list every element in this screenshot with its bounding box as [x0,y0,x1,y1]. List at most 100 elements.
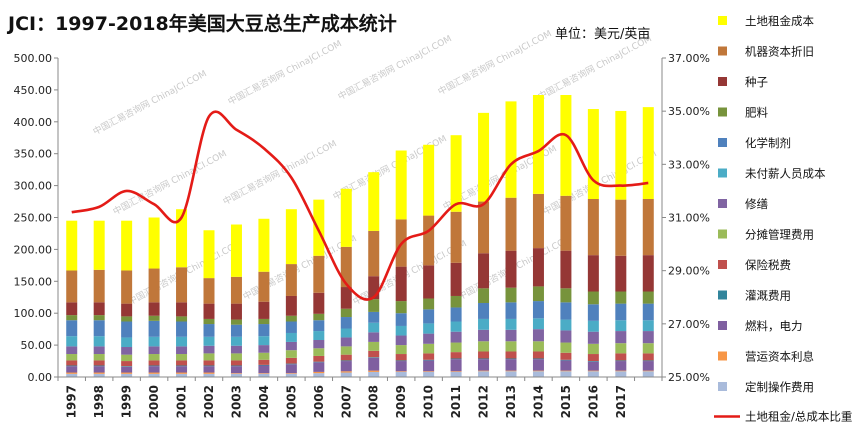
bar-segment [395,313,407,326]
bar-segment [285,295,297,316]
watermark-text: 中国汇易咨询网 ChinaJCI.COM [541,147,659,217]
legend-swatch [718,77,727,86]
bar-segment [642,291,654,304]
bar-segment [230,345,242,354]
bar-segment [313,255,325,293]
bar-segment [203,230,215,279]
bar-segment [313,331,325,340]
bar-segment [230,336,242,346]
bar-segment [313,320,325,332]
bar-segment [450,321,462,332]
bar-segment [587,255,599,292]
bar-segment [642,320,654,332]
bar-segment [423,333,435,344]
unit-label: 单位：美元/英亩 [555,26,650,42]
bar-segment [450,359,462,372]
bar-segment [395,266,407,302]
bar-segment [423,144,435,216]
ratio-line [71,110,649,301]
watermark-text: 中国汇易咨询网 ChinaJCI.COM [91,67,209,137]
bar-segment [423,323,435,334]
bar-segment [203,360,215,366]
bar-segment [258,373,270,374]
bar-segment [560,95,572,196]
bar-segment [532,318,544,330]
bar-segment [285,350,297,358]
bar-segment [450,211,462,263]
legend-swatch [718,290,727,300]
bar-segment [587,361,599,362]
bar-segment [587,291,599,305]
bar-segment [642,107,654,199]
x-axis-tick-label: 2001 [175,385,189,418]
left-axis-tick-label: 0.00 [28,371,53,384]
x-axis-tick-label: 2005 [284,385,298,418]
bar-segment [423,359,435,361]
legend-swatch [718,260,727,269]
bar-segment [423,371,435,377]
bar-segment [176,354,188,361]
x-axis-tick-label: 2011 [449,385,463,418]
x-axis-tick-label: 1998 [92,385,106,418]
bar-segment [203,336,215,346]
x-axis-tick-label: 2008 [367,385,381,418]
bar-segment [615,370,627,372]
bar-segment [560,342,572,353]
bar-segment [368,299,380,312]
legend: 土地租金成本机器资本折旧种子肥料化学制剂未付薪人员成本修缮分摊管理费用保险税费灌… [714,14,852,424]
bar-segment [313,199,325,256]
bar-segment [258,359,270,365]
bar-segment [176,360,188,366]
legend-swatch [718,138,727,147]
bar-segment [93,302,105,316]
right-axis-tick-label: 35.00% [668,105,710,118]
bar-segment [285,321,297,333]
bar-segment [423,298,435,310]
bar-segment [121,303,133,317]
bar-segment [615,255,627,292]
bar-segment [203,318,215,325]
bar-segment [560,302,572,320]
x-axis-tick-label: 2002 [202,385,216,418]
bar-segment [93,336,105,347]
bar-segment [368,357,380,371]
bar-segment [532,286,544,302]
bar-segment [148,354,160,361]
bar-segment [560,359,572,361]
x-axis-tick-label: 2007 [339,385,353,418]
bar-segment [258,301,270,319]
bar-segment [478,359,490,371]
bar-segment [423,371,435,372]
bar-segment [615,303,627,321]
axes: 0.00 50.00 100.00 150.00 200.00 250.00 300.00 3… [14,52,710,418]
bar-segment [532,370,544,372]
bar-segment [532,95,544,194]
bar-segment [340,308,352,318]
bar-segment [368,276,380,300]
bar-segment [505,197,517,251]
bar-segment [176,365,188,367]
bar-segment [340,360,352,362]
bar-segment [258,324,270,337]
legend-label: 燃料，电力 [745,319,803,333]
bar-segment [450,307,462,322]
legend-label: 未付薪人员成本 [745,167,826,181]
bar-segment [258,364,270,366]
bar-segment [450,358,462,360]
bar-segment [560,250,572,289]
bar-segment [395,371,407,372]
bar-segment [615,110,627,200]
bar-segment [340,328,352,338]
left-axis-tick-label: 100.00 [14,307,53,320]
right-axis-tick-label: 37.00% [668,52,710,65]
bar-segment [560,371,572,377]
bar-segment [93,220,105,270]
bar-segment [395,371,407,377]
bar-segment [313,355,325,362]
bar-segment [505,358,517,360]
bar-segment [258,318,270,325]
bar-segment [285,341,297,351]
bar-segment [148,373,160,377]
x-axis-tick-label: 2003 [229,385,243,418]
bar-segment [176,346,188,355]
